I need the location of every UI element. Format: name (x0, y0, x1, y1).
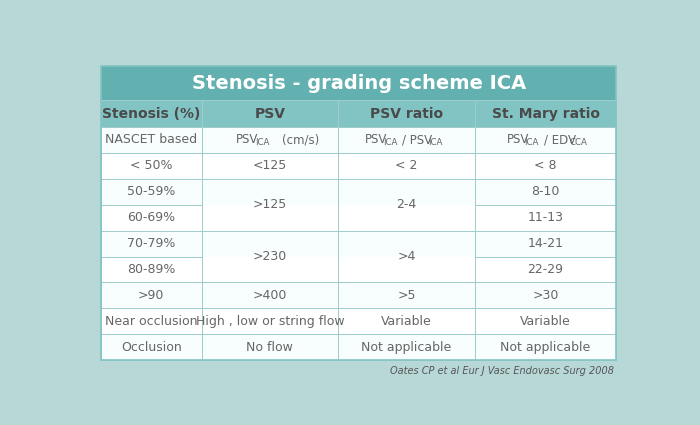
Text: Not applicable: Not applicable (500, 341, 591, 354)
Text: PSV: PSV (365, 133, 388, 147)
Bar (202, 179, 338, 205)
Text: < 2: < 2 (395, 159, 418, 173)
Text: PSV: PSV (236, 133, 258, 147)
Bar (475, 334, 617, 360)
Text: PSV ratio: PSV ratio (370, 107, 443, 121)
Bar (202, 231, 338, 257)
Bar (101, 257, 202, 283)
Text: >230: >230 (253, 250, 287, 263)
Bar (202, 231, 338, 283)
Text: 22-29: 22-29 (528, 263, 564, 276)
Text: < 50%: < 50% (130, 159, 173, 173)
Bar (338, 257, 475, 283)
Text: High , low or string flow: High , low or string flow (195, 315, 344, 328)
Text: CCA: CCA (569, 139, 587, 147)
Bar (202, 309, 338, 334)
Bar (338, 153, 475, 179)
Bar (338, 179, 475, 205)
Text: Near occlusion: Near occlusion (105, 315, 197, 328)
Bar (202, 283, 338, 309)
Text: Stenosis (%): Stenosis (%) (102, 107, 200, 121)
Text: 11-13: 11-13 (528, 211, 564, 224)
Text: (cm/s): (cm/s) (282, 133, 319, 147)
Text: Stenosis - grading scheme ICA: Stenosis - grading scheme ICA (192, 74, 526, 93)
Bar (101, 179, 202, 205)
Bar (338, 100, 475, 127)
Bar (202, 100, 338, 127)
Text: 8-10: 8-10 (531, 185, 560, 198)
Bar (101, 283, 202, 309)
Text: Oates CP et al Eur J Vasc Endovasc Surg 2008: Oates CP et al Eur J Vasc Endovasc Surg … (390, 366, 614, 376)
Text: PSV: PSV (507, 133, 529, 147)
Bar (202, 231, 338, 257)
Bar (101, 153, 202, 179)
Bar (338, 231, 475, 257)
Bar (475, 309, 617, 334)
Bar (101, 205, 202, 231)
Text: >4: >4 (397, 250, 416, 263)
Bar (338, 231, 475, 283)
Bar (338, 179, 475, 231)
Text: >125: >125 (253, 198, 287, 211)
Bar (338, 205, 475, 231)
Bar (338, 334, 475, 360)
Bar (475, 179, 617, 205)
Bar (338, 231, 475, 257)
Bar (475, 257, 617, 283)
Bar (338, 205, 475, 231)
Bar (202, 153, 338, 179)
Text: 80-89%: 80-89% (127, 263, 176, 276)
Text: / EDV: / EDV (545, 133, 577, 147)
Text: Variable: Variable (520, 315, 571, 328)
Text: 70-79%: 70-79% (127, 237, 176, 250)
Bar (202, 179, 338, 205)
Bar (475, 283, 617, 309)
Bar (101, 100, 202, 127)
Bar (101, 127, 202, 153)
Text: 60-69%: 60-69% (127, 211, 176, 224)
Bar (338, 257, 475, 283)
Text: PSV: PSV (254, 107, 286, 121)
Bar (338, 309, 475, 334)
Text: ICA: ICA (428, 139, 442, 147)
Text: < 8: < 8 (534, 159, 556, 173)
Text: ICA: ICA (255, 139, 269, 147)
Bar (202, 179, 338, 231)
Bar (338, 127, 475, 153)
Text: Variable: Variable (381, 315, 432, 328)
Bar (202, 257, 338, 283)
Text: 50-59%: 50-59% (127, 185, 176, 198)
Bar (101, 309, 202, 334)
Bar (202, 127, 338, 153)
Bar (101, 66, 617, 100)
Text: Occlusion: Occlusion (121, 341, 182, 354)
Text: ICA: ICA (524, 139, 538, 147)
Text: <125: <125 (253, 159, 287, 173)
Text: >90: >90 (138, 289, 164, 302)
Text: 2-4: 2-4 (396, 198, 416, 211)
Bar (101, 334, 202, 360)
Bar (338, 283, 475, 309)
Text: 14-21: 14-21 (528, 237, 564, 250)
Text: >400: >400 (253, 289, 287, 302)
Bar (202, 205, 338, 231)
Bar (475, 231, 617, 257)
Text: Not applicable: Not applicable (361, 341, 452, 354)
Bar (475, 205, 617, 231)
Text: >5: >5 (397, 289, 416, 302)
Text: NASCET based: NASCET based (105, 133, 197, 147)
Text: ICA: ICA (383, 139, 398, 147)
Bar (202, 334, 338, 360)
Text: St. Mary ratio: St. Mary ratio (491, 107, 600, 121)
Bar (475, 127, 617, 153)
Bar (101, 231, 202, 257)
Bar (338, 179, 475, 205)
Bar (202, 205, 338, 231)
Bar (475, 100, 617, 127)
Text: >30: >30 (533, 289, 559, 302)
Text: No flow: No flow (246, 341, 293, 354)
Bar (475, 153, 617, 179)
Bar (202, 257, 338, 283)
Text: / PSV: / PSV (402, 133, 432, 147)
